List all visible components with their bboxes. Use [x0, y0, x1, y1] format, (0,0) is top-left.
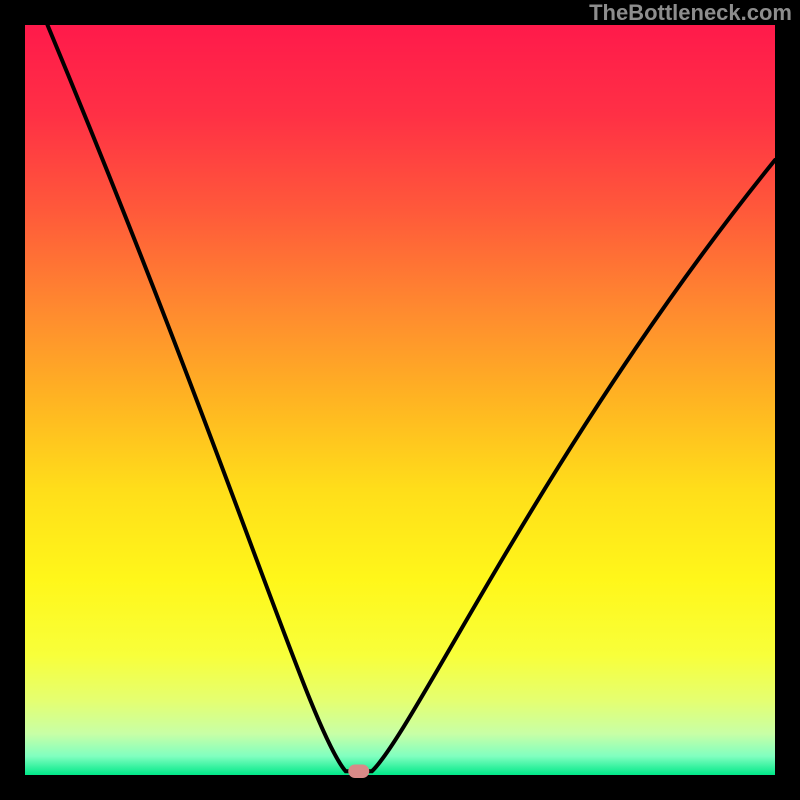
watermark-text: TheBottleneck.com	[589, 0, 792, 26]
chart-svg	[0, 0, 800, 800]
plot-background-gradient	[25, 25, 775, 775]
optimal-marker	[348, 765, 369, 779]
chart-stage: TheBottleneck.com	[0, 0, 800, 800]
